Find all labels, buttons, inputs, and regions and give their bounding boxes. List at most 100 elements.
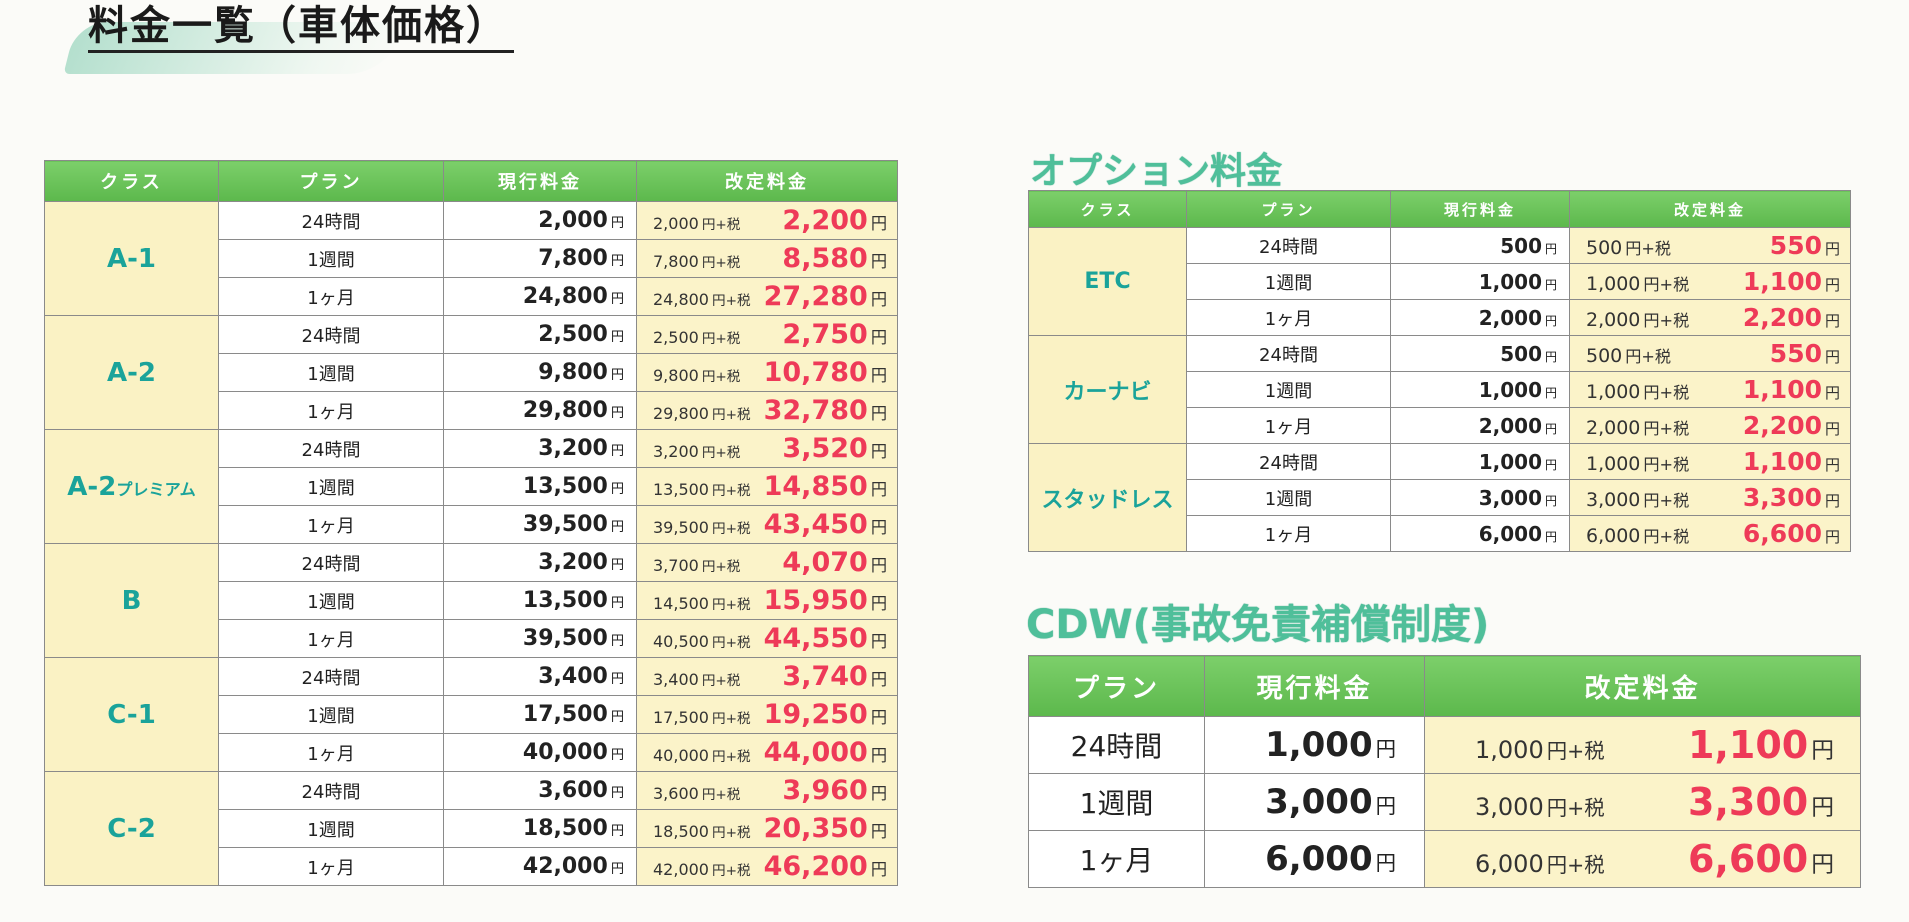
revised-price-wrap: 1,000 円+税 1,100 円 bbox=[1571, 267, 1850, 296]
table-row: 1ヶ月 2,000 円 2,000 円+税 2,200 円 bbox=[1029, 407, 1851, 444]
revised-price: 15,950 円 bbox=[764, 585, 887, 616]
revised-base-amount: 2,500 bbox=[653, 328, 699, 347]
revised-price-cell: 42,000 円+税 46,200 円 bbox=[636, 847, 898, 886]
yen-unit: 円 bbox=[870, 860, 887, 879]
table-row: 24時間 1,000 円 1,000 円+税 1,100 円 bbox=[1028, 716, 1861, 774]
revised-price-cell: 40,000 円+税 44,000 円 bbox=[636, 733, 898, 772]
yen-unit: 円 bbox=[870, 556, 887, 575]
revised-amount: 550 bbox=[1769, 339, 1822, 368]
current-price-cell: 3,400 円 bbox=[443, 657, 637, 696]
cdw-title: CDW(事故免責補償制度) bbox=[1026, 602, 1490, 648]
class-name: A-2 bbox=[106, 357, 156, 388]
revised-price-cell: 6,000 円+税 6,600 円 bbox=[1424, 830, 1861, 888]
revised-price-cell: 17,500 円+税 19,250 円 bbox=[636, 695, 898, 734]
current-price: 2,000 bbox=[1478, 413, 1542, 438]
revised-price: 6,600 円 bbox=[1688, 837, 1834, 881]
yen-unit: 円 bbox=[1824, 528, 1840, 546]
yen-unit: 円 bbox=[610, 824, 624, 839]
plan-cell: 1週間 bbox=[1028, 773, 1205, 831]
revised-price-wrap: 2,000 円+税 2,200 円 bbox=[638, 205, 897, 236]
yen-unit: 円 bbox=[610, 596, 624, 611]
current-price: 6,000 bbox=[1478, 521, 1542, 546]
revised-base-price: 24,800 円+税 bbox=[653, 289, 751, 309]
revised-amount: 2,200 bbox=[1742, 411, 1822, 440]
yen-unit: 円 bbox=[1811, 795, 1834, 821]
cdw-price-table: プラン 現行料金 改定料金 24時間 1,000 円 1,000 円+税 1,100 円 1週… bbox=[1028, 655, 1861, 888]
plan-cell: 1週間 bbox=[218, 581, 444, 620]
yen-unit: 円 bbox=[1824, 276, 1840, 294]
revised-price-cell: 6,000 円+税 6,600 円 bbox=[1569, 515, 1851, 552]
yen-unit: 円 bbox=[610, 292, 624, 307]
class-cell: C-2 bbox=[44, 771, 219, 886]
tax-suffix: 円+税 bbox=[701, 331, 741, 347]
options-price-table: クラス プラン 現行料金 改定料金 ETC 24時間 500 円 500 円+税 550 円 1… bbox=[1028, 190, 1851, 552]
plan-cell: 1ヶ月 bbox=[1186, 299, 1391, 336]
revised-price: 14,850 円 bbox=[764, 471, 887, 502]
revised-base-price: 9,800 円+税 bbox=[653, 365, 740, 385]
yen-unit: 円 bbox=[1544, 421, 1557, 436]
yen-unit: 円 bbox=[870, 404, 887, 423]
class-name: カーナビ bbox=[1063, 379, 1152, 405]
revised-price-wrap: 6,000 円+税 6,600 円 bbox=[1571, 519, 1850, 548]
class-suffix: プレミアム bbox=[116, 479, 196, 499]
revised-price-cell: 1,000 円+税 1,100 円 bbox=[1569, 371, 1851, 408]
revised-price-wrap: 3,600 円+税 3,960 円 bbox=[638, 775, 897, 806]
yen-unit: 円 bbox=[1824, 492, 1840, 510]
yen-unit: 円 bbox=[1824, 348, 1840, 366]
yen-unit: 円 bbox=[610, 368, 624, 383]
current-price: 2,000 bbox=[538, 208, 608, 233]
revised-price: 10,780 円 bbox=[764, 357, 887, 388]
revised-base-amount: 3,400 bbox=[653, 670, 699, 689]
header-class: クラス bbox=[44, 160, 219, 202]
yen-unit: 円 bbox=[610, 330, 624, 345]
tax-suffix: 円+税 bbox=[711, 711, 751, 727]
revised-price-wrap: 40,000 円+税 44,000 円 bbox=[638, 737, 897, 768]
table-row: 1週間 1,000 円 1,000 円+税 1,100 円 bbox=[1029, 263, 1851, 300]
revised-price: 27,280 円 bbox=[764, 281, 887, 312]
current-price: 17,500 bbox=[522, 702, 608, 727]
revised-base-price: 1,000 円+税 bbox=[1475, 734, 1605, 764]
revised-base-price: 1,000 円+税 bbox=[1586, 451, 1689, 475]
revised-base-amount: 13,500 bbox=[653, 480, 709, 499]
tax-suffix: 円+税 bbox=[701, 445, 741, 461]
revised-price-cell: 18,500 円+税 20,350 円 bbox=[636, 809, 898, 848]
plan-cell: 1週間 bbox=[1186, 263, 1391, 300]
current-price-cell: 500 円 bbox=[1390, 335, 1570, 372]
revised-base-amount: 1,000 bbox=[1586, 273, 1641, 295]
table-row: 1ヶ月 6,000 円 6,000 円+税 6,600 円 bbox=[1029, 515, 1851, 552]
revised-price-cell: 1,000 円+税 1,100 円 bbox=[1569, 263, 1851, 300]
revised-amount: 27,280 bbox=[763, 281, 868, 312]
revised-price-cell: 14,500 円+税 15,950 円 bbox=[636, 581, 898, 620]
yen-unit: 円 bbox=[610, 216, 624, 231]
header-current-price: 現行料金 bbox=[1390, 190, 1570, 228]
revised-base-price: 13,500 円+税 bbox=[653, 479, 751, 499]
revised-price-wrap: 500 円+税 550 円 bbox=[1571, 231, 1850, 260]
revised-price-wrap: 39,500 円+税 43,450 円 bbox=[638, 509, 897, 540]
tax-suffix: 円+税 bbox=[711, 521, 751, 537]
revised-price: 8,580 円 bbox=[782, 243, 887, 274]
revised-base-amount: 2,000 bbox=[653, 214, 699, 233]
revised-base-amount: 1,000 bbox=[1586, 453, 1641, 475]
tax-suffix: 円+税 bbox=[1546, 853, 1605, 877]
yen-unit: 円 bbox=[1375, 851, 1396, 875]
revised-price: 20,350 円 bbox=[764, 813, 887, 844]
header-revised-price: 改定料金 bbox=[1569, 190, 1851, 228]
revised-price-wrap: 2,000 円+税 2,200 円 bbox=[1571, 411, 1850, 440]
current-price: 7,800 bbox=[538, 246, 608, 271]
revised-base-price: 42,000 円+税 bbox=[653, 859, 751, 879]
current-price: 3,400 bbox=[538, 664, 608, 689]
yen-unit: 円 bbox=[1811, 852, 1834, 878]
revised-price-cell: 24,800 円+税 27,280 円 bbox=[636, 277, 898, 316]
table-row: 1週間 17,500 円 17,500 円+税 19,250 円 bbox=[45, 695, 898, 734]
revised-base-price: 18,500 円+税 bbox=[653, 821, 751, 841]
current-price-cell: 39,500 円 bbox=[443, 619, 637, 658]
yen-unit: 円 bbox=[1544, 277, 1557, 292]
class-name: ETC bbox=[1084, 269, 1131, 294]
revised-base-amount: 3,700 bbox=[653, 556, 699, 575]
revised-amount: 3,520 bbox=[782, 433, 868, 464]
revised-base-price: 1,000 円+税 bbox=[1586, 379, 1689, 403]
plan-cell: 24時間 bbox=[218, 429, 444, 468]
revised-base-price: 3,700 円+税 bbox=[653, 555, 740, 575]
current-price-cell: 13,500 円 bbox=[443, 467, 637, 506]
revised-price-cell: 9,800 円+税 10,780 円 bbox=[636, 353, 898, 392]
